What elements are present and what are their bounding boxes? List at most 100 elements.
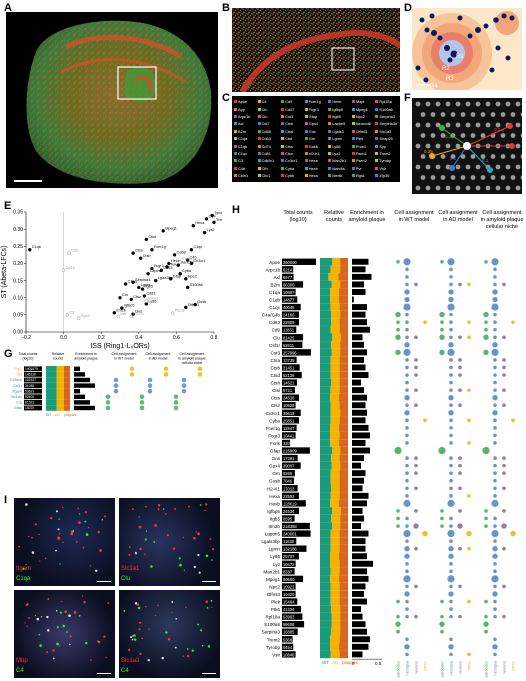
gene-swatch xyxy=(281,129,285,133)
relative-segment xyxy=(340,605,348,613)
scatter-point xyxy=(116,314,120,319)
count-value: 92400 xyxy=(25,395,34,399)
cell-assignment-dot xyxy=(405,388,409,392)
signal-spot xyxy=(182,655,184,657)
signal-spot xyxy=(56,642,59,646)
count-bar xyxy=(282,364,300,371)
cell-assignment-dot xyxy=(440,259,444,264)
count-bar xyxy=(282,613,303,620)
cell-assignment-dot xyxy=(449,335,453,340)
signal-spot xyxy=(130,636,132,639)
gene-swatch xyxy=(351,174,355,178)
gene-label: Gpx4 xyxy=(269,464,280,469)
relative-segment xyxy=(330,597,340,606)
relative-segment xyxy=(330,492,340,500)
relative-segment xyxy=(339,484,348,493)
cell-assignment-dot xyxy=(405,478,409,483)
count-value: 145118 xyxy=(25,373,36,377)
edge-label-1: 0.15 xyxy=(445,134,454,139)
relative-segment xyxy=(340,409,348,417)
signal-spot xyxy=(128,648,131,652)
scatter-point xyxy=(178,271,182,276)
relative-segment xyxy=(320,280,332,289)
gene-label: Cd63 xyxy=(269,320,280,325)
point-label: Cd81 xyxy=(146,292,155,296)
gene-swatch xyxy=(375,129,379,133)
gene-legend-item: Gusb xyxy=(304,142,328,149)
count-value: 12847 xyxy=(283,426,295,431)
cell-dot xyxy=(460,133,466,138)
gene-name: Mpeg1 xyxy=(355,106,368,112)
gene-legend-item: Lgals3 xyxy=(328,128,351,135)
gene-legend-item: Cd81 xyxy=(257,150,281,157)
cell-assignment-dot xyxy=(449,637,453,642)
point-label: Clu xyxy=(122,293,128,297)
gene-swatch xyxy=(257,151,261,155)
count-value: 15464 xyxy=(283,600,295,605)
enrichment-bar xyxy=(352,591,364,597)
cell-dot xyxy=(520,175,522,180)
signal-spot xyxy=(22,567,25,570)
cell-dot xyxy=(515,122,521,128)
gene-name: Arpc1b xyxy=(238,113,251,119)
gene-label: Csf1r xyxy=(269,343,280,348)
signal-spot xyxy=(161,656,164,660)
scatter-point xyxy=(212,220,216,225)
point-label: Hexa xyxy=(195,221,205,225)
relative-legend: WT xyxy=(46,413,52,417)
cell-assignment-dot xyxy=(147,377,153,383)
signal-spot xyxy=(164,513,167,515)
count-value: 5368 xyxy=(283,637,293,642)
signal-spot xyxy=(141,637,144,640)
cell-type-label: OPCs xyxy=(512,661,516,671)
signal-spot xyxy=(199,504,202,506)
signal-spot xyxy=(144,553,146,556)
gene-label: Gfap xyxy=(270,449,280,454)
cell-assignment-dot xyxy=(414,373,418,377)
cell-dot xyxy=(480,154,486,159)
cell-dot xyxy=(435,164,441,170)
cell-assignment-dot xyxy=(405,275,409,279)
cell-assignment-dot xyxy=(493,365,497,370)
cell-assignment-dot xyxy=(484,614,488,619)
cell-assignment-dot xyxy=(493,463,497,468)
cell-dot xyxy=(425,122,431,128)
relative-segment xyxy=(320,446,333,455)
relative-segment xyxy=(320,341,332,349)
cell-assignment-dot xyxy=(405,539,409,543)
cell-assignment-dot xyxy=(440,509,444,513)
cell-assignment-dot xyxy=(173,405,179,411)
cell-assignment-dot xyxy=(414,614,418,619)
signal-spot xyxy=(38,633,41,636)
enrichment-bar xyxy=(352,530,369,537)
gene-legend-item: Plek xyxy=(351,135,375,142)
relative-segment xyxy=(320,431,331,440)
cell-assignment-dot xyxy=(181,383,187,388)
gene-label: Cst3 xyxy=(271,350,281,355)
relative-segment xyxy=(331,348,341,357)
enrichment-bar xyxy=(352,356,364,363)
scatter-point xyxy=(169,277,173,281)
cell-assignment-dot xyxy=(449,267,453,272)
count-value: 6214 xyxy=(283,267,293,272)
cell-dot xyxy=(520,112,522,117)
relative-legend: AD xyxy=(332,660,339,665)
gene-swatch xyxy=(351,129,355,133)
gene-label: B2m xyxy=(271,282,281,287)
panel-a-brain-section xyxy=(6,12,218,188)
cell-assignment-dot xyxy=(458,403,462,408)
signal-spot xyxy=(68,643,71,646)
cell-assignment-dot xyxy=(396,614,400,619)
gene-label: Fcer1g xyxy=(266,426,281,431)
gene-legend-item: Cd74 xyxy=(257,142,281,149)
cell-assignment-dot xyxy=(405,456,409,460)
signal-spot xyxy=(58,532,61,535)
gene-swatch xyxy=(234,122,237,126)
gene-name: Ctsz xyxy=(285,150,293,156)
cell-dot xyxy=(455,185,461,191)
relative-segment xyxy=(340,258,348,266)
signal-spot xyxy=(187,505,190,508)
cell-dot xyxy=(500,154,506,159)
cell-assignment-dot xyxy=(502,358,506,362)
relative-segment xyxy=(330,582,340,591)
